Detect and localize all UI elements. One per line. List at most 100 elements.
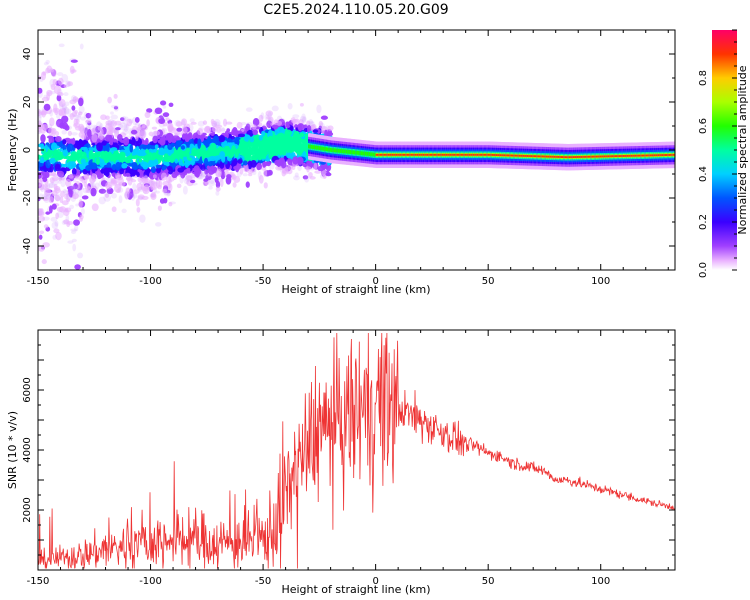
heatmap-cell	[77, 187, 85, 191]
heatmap-cell	[389, 153, 392, 156]
heatmap-cell	[503, 154, 507, 157]
heatmap-cell	[306, 120, 311, 127]
heatmap-cell	[556, 155, 560, 158]
heatmap-cell	[436, 153, 439, 156]
heatmap-cell	[591, 155, 595, 158]
heatmap-cell	[316, 146, 319, 149]
heatmap-cell	[339, 149, 342, 152]
heatmap-cell	[643, 154, 646, 157]
heatmap-cell	[299, 132, 305, 138]
heatmap-cell	[48, 136, 55, 144]
heatmap-cell	[267, 118, 273, 124]
heatmap-cell	[351, 151, 354, 154]
heatmap-cell	[468, 153, 472, 156]
x-tick-label: 50	[482, 576, 495, 587]
heatmap-cell	[360, 152, 364, 155]
heatmap-cell	[224, 130, 229, 139]
heatmap-cell	[345, 150, 349, 153]
heatmap-cell	[119, 139, 126, 143]
heatmap-cell	[321, 170, 327, 177]
heatmap-cell	[522, 154, 526, 157]
heatmap-cell	[86, 121, 93, 129]
heatmap-cell	[49, 109, 54, 117]
colorbar-tick-label: 0.6	[698, 118, 709, 134]
heatmap-cell	[242, 173, 248, 177]
heatmap-cell	[40, 186, 45, 193]
heatmap-cell	[110, 192, 117, 199]
heatmap-cell	[340, 150, 343, 153]
y-tick-label: 0	[22, 147, 33, 153]
heatmap-cell	[90, 128, 97, 133]
heatmap-cell	[98, 196, 106, 205]
heatmap-cell	[506, 154, 510, 157]
heatmap-cell	[102, 150, 109, 160]
heatmap-cell	[41, 259, 47, 265]
heatmap-cell	[476, 153, 480, 156]
heatmap-cell	[149, 193, 156, 198]
y-tick-label: 4000	[22, 437, 33, 462]
heatmap-cell	[545, 155, 549, 158]
heatmap-cell	[65, 80, 71, 88]
heatmap-cell	[47, 183, 54, 189]
heatmap-cell	[38, 215, 46, 222]
heatmap-cell	[657, 154, 661, 157]
heatmap-cell	[52, 235, 57, 240]
heatmap-cell	[189, 179, 196, 184]
heatmap-cell	[663, 154, 666, 157]
heatmap-cell	[318, 147, 322, 150]
heatmap-cell	[204, 169, 209, 175]
heatmap-cell	[406, 153, 410, 156]
heatmap-cell	[176, 127, 183, 132]
heatmap-cell	[139, 181, 145, 185]
heatmap-cell	[110, 114, 119, 120]
y-tick-label: -20	[22, 190, 33, 206]
heatmap-cell	[297, 150, 303, 156]
heatmap-cell	[168, 102, 174, 107]
heatmap-cell	[452, 153, 456, 156]
heatmap-cell	[501, 154, 504, 157]
heatmap-cell	[136, 182, 143, 191]
heatmap-cell	[649, 154, 653, 157]
heatmap-cell	[245, 107, 253, 112]
heatmap-cell	[401, 153, 404, 156]
heatmap-cell	[578, 155, 581, 158]
heatmap-cell	[553, 155, 557, 158]
heatmap-cell	[618, 155, 622, 158]
heatmap-cell	[243, 163, 249, 173]
heatmap-cell	[466, 153, 469, 156]
heatmap-cell	[144, 155, 151, 160]
heatmap-cell	[602, 155, 605, 158]
heatmap-cell	[119, 168, 124, 175]
heatmap-cell	[289, 125, 294, 132]
heatmap-cell	[453, 153, 457, 156]
heatmap-cell	[441, 153, 445, 156]
heatmap-cell	[548, 155, 551, 158]
heatmap-cell	[42, 123, 49, 131]
heatmap-cell	[123, 123, 129, 132]
heatmap-cell	[605, 155, 608, 158]
heatmap-cell	[343, 150, 346, 153]
heatmap-cell	[347, 150, 350, 153]
heatmap-cell	[137, 194, 145, 200]
heatmap-cell	[638, 154, 642, 157]
chart-title: C2E5.2024.110.05.20.G09	[263, 2, 449, 18]
heatmap-cell	[101, 177, 108, 181]
heatmap-cell	[48, 127, 54, 136]
heatmap-cell	[385, 153, 388, 156]
heatmap-cell	[38, 115, 42, 123]
heatmap-cell	[257, 151, 263, 158]
heatmap-cell	[232, 182, 237, 188]
heatmap-cell	[168, 183, 173, 192]
heatmap-cell	[665, 154, 669, 156]
heatmap-cell	[418, 153, 422, 156]
heatmap-cell	[123, 116, 129, 122]
heatmap-cell	[408, 153, 411, 156]
heatmap-cell	[180, 145, 186, 150]
heatmap-cell	[297, 163, 302, 172]
y-tick-label: 40	[22, 48, 33, 61]
heatmap-cell	[197, 138, 202, 147]
heatmap-cell	[532, 155, 535, 158]
heatmap-cell	[447, 153, 450, 156]
heatmap-cell	[362, 152, 365, 155]
